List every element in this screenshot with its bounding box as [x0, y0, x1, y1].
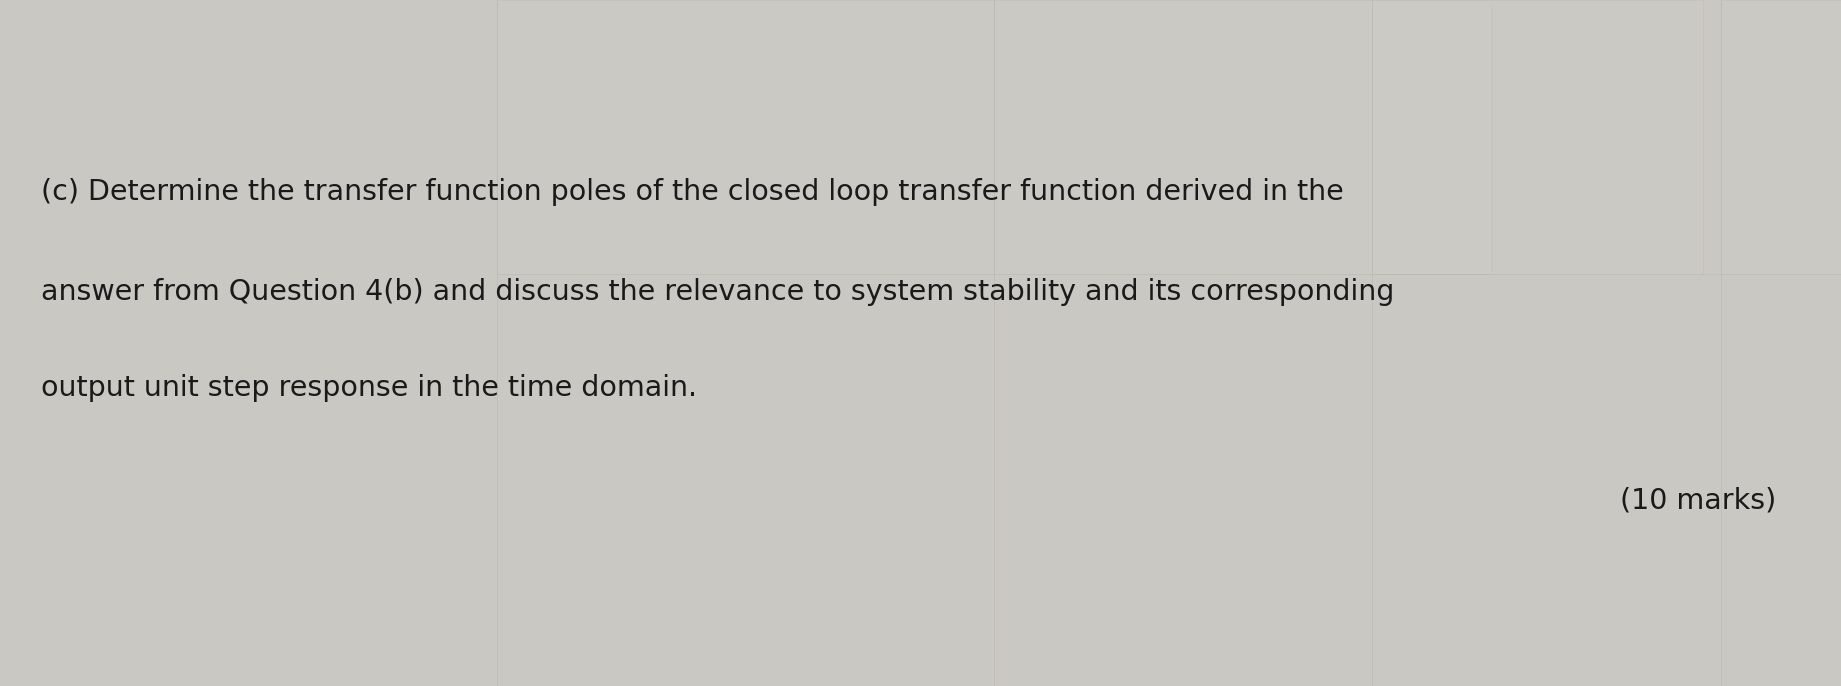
Bar — [994, 0, 1491, 274]
Text: (10 marks): (10 marks) — [1620, 487, 1777, 514]
Bar — [497, 0, 994, 274]
Text: (c) Determine the transfer function poles of the closed loop transfer function d: (c) Determine the transfer function pole… — [41, 178, 1344, 206]
Bar — [1721, 0, 1841, 274]
Text: output unit step response in the time domain.: output unit step response in the time do… — [41, 374, 696, 401]
Bar — [1372, 0, 1703, 274]
Text: answer from Question 4(b) and discuss the relevance to system stability and its : answer from Question 4(b) and discuss th… — [41, 278, 1394, 305]
